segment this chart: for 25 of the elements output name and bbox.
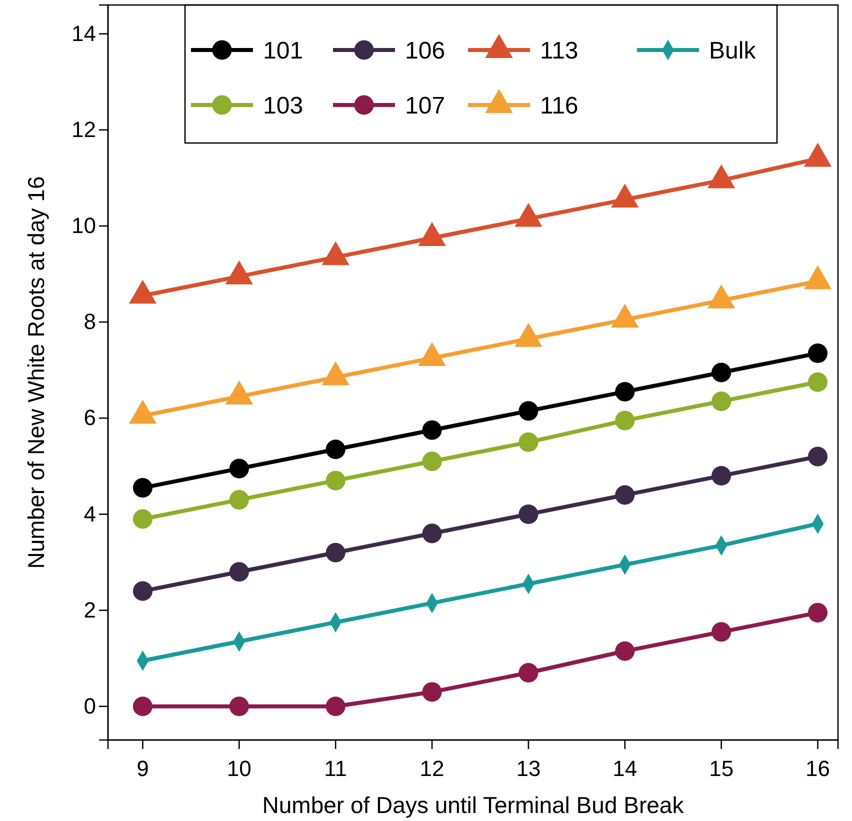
legend-label: 107 <box>405 92 446 120</box>
x-tick-label: 13 <box>516 756 541 782</box>
x-tick-label: 12 <box>420 756 444 782</box>
x-tick-label: 10 <box>226 756 252 782</box>
y-tick-label: 2 <box>84 597 96 622</box>
y-tick-label: 8 <box>84 309 96 334</box>
x-tick-label: 14 <box>612 756 638 782</box>
legend-label: 103 <box>263 92 304 120</box>
y-tick-label: 10 <box>72 213 96 238</box>
x-tick-label: 11 <box>324 756 348 782</box>
y-tick-label: 6 <box>84 405 96 430</box>
legend-label: 101 <box>263 37 304 64</box>
legend-label: 116 <box>540 92 578 120</box>
y-tick-label: 0 <box>84 693 96 718</box>
legend-label: 113 <box>540 37 578 64</box>
x-tick-label: 9 <box>136 756 149 782</box>
x-tick-label: 16 <box>806 756 830 782</box>
legend-label: Bulk <box>709 37 757 64</box>
legend-label: 106 <box>405 37 446 64</box>
y-tick-label: 14 <box>72 20 96 46</box>
y-tick-label: 4 <box>84 501 96 526</box>
x-tick-label: 15 <box>709 756 734 782</box>
x-axis-title: Number of Days until Terminal Bud Break <box>262 792 684 818</box>
y-axis-title: Number of New White Roots at day 16 <box>23 176 49 569</box>
y-tick-label: 12 <box>72 116 96 142</box>
